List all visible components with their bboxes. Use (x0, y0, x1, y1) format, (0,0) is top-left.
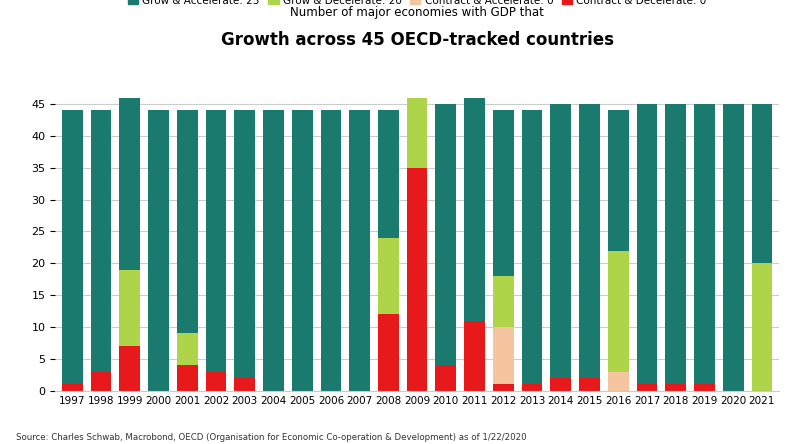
Bar (608, 250, 629, 372)
Bar (148, 111, 169, 391)
Bar (752, 263, 772, 391)
Bar (493, 385, 514, 391)
Bar (378, 111, 399, 238)
Bar (722, 104, 744, 391)
Legend: Grow & Accelerate: 25, Grow & Decelerate: 20, Contract & Accelerate: 0, Contract: Grow & Accelerate: 25, Grow & Decelerate… (124, 0, 711, 10)
Bar (292, 111, 312, 391)
Bar (91, 111, 112, 372)
Bar (665, 104, 686, 385)
Bar (464, 66, 485, 321)
Bar (579, 378, 600, 391)
Text: Number of major economies with GDP that: Number of major economies with GDP that (290, 6, 544, 19)
Bar (120, 346, 140, 391)
Bar (464, 321, 485, 391)
Bar (177, 333, 198, 365)
Bar (522, 385, 542, 391)
Bar (378, 238, 399, 314)
Bar (493, 276, 514, 327)
Bar (320, 111, 342, 391)
Bar (637, 385, 657, 391)
Bar (694, 385, 715, 391)
Bar (522, 111, 542, 385)
Bar (235, 378, 255, 391)
Bar (752, 104, 772, 263)
Bar (177, 365, 198, 391)
Bar (205, 111, 227, 372)
Bar (493, 111, 514, 276)
Bar (349, 111, 370, 391)
Bar (62, 385, 83, 391)
Bar (407, 168, 427, 391)
Bar (120, 270, 140, 346)
Bar (91, 372, 112, 391)
Bar (608, 372, 629, 391)
Bar (550, 378, 571, 391)
Bar (435, 104, 456, 365)
Bar (177, 111, 198, 333)
Bar (435, 365, 456, 391)
Bar (579, 104, 600, 378)
Bar (263, 111, 284, 391)
Bar (694, 104, 715, 385)
Bar (493, 327, 514, 385)
Bar (665, 385, 686, 391)
Title: Growth across 45 OECD-tracked countries: Growth across 45 OECD-tracked countries (220, 31, 614, 49)
Bar (637, 104, 657, 385)
Bar (378, 314, 399, 391)
Bar (235, 111, 255, 378)
Bar (608, 111, 629, 250)
Bar (407, 0, 427, 168)
Bar (62, 111, 83, 385)
Bar (550, 104, 571, 378)
Bar (205, 372, 227, 391)
Text: Source: Charles Schwab, Macrobond, OECD (Organisation for Economic Co-operation : Source: Charles Schwab, Macrobond, OECD … (16, 433, 527, 442)
Bar (120, 34, 140, 270)
